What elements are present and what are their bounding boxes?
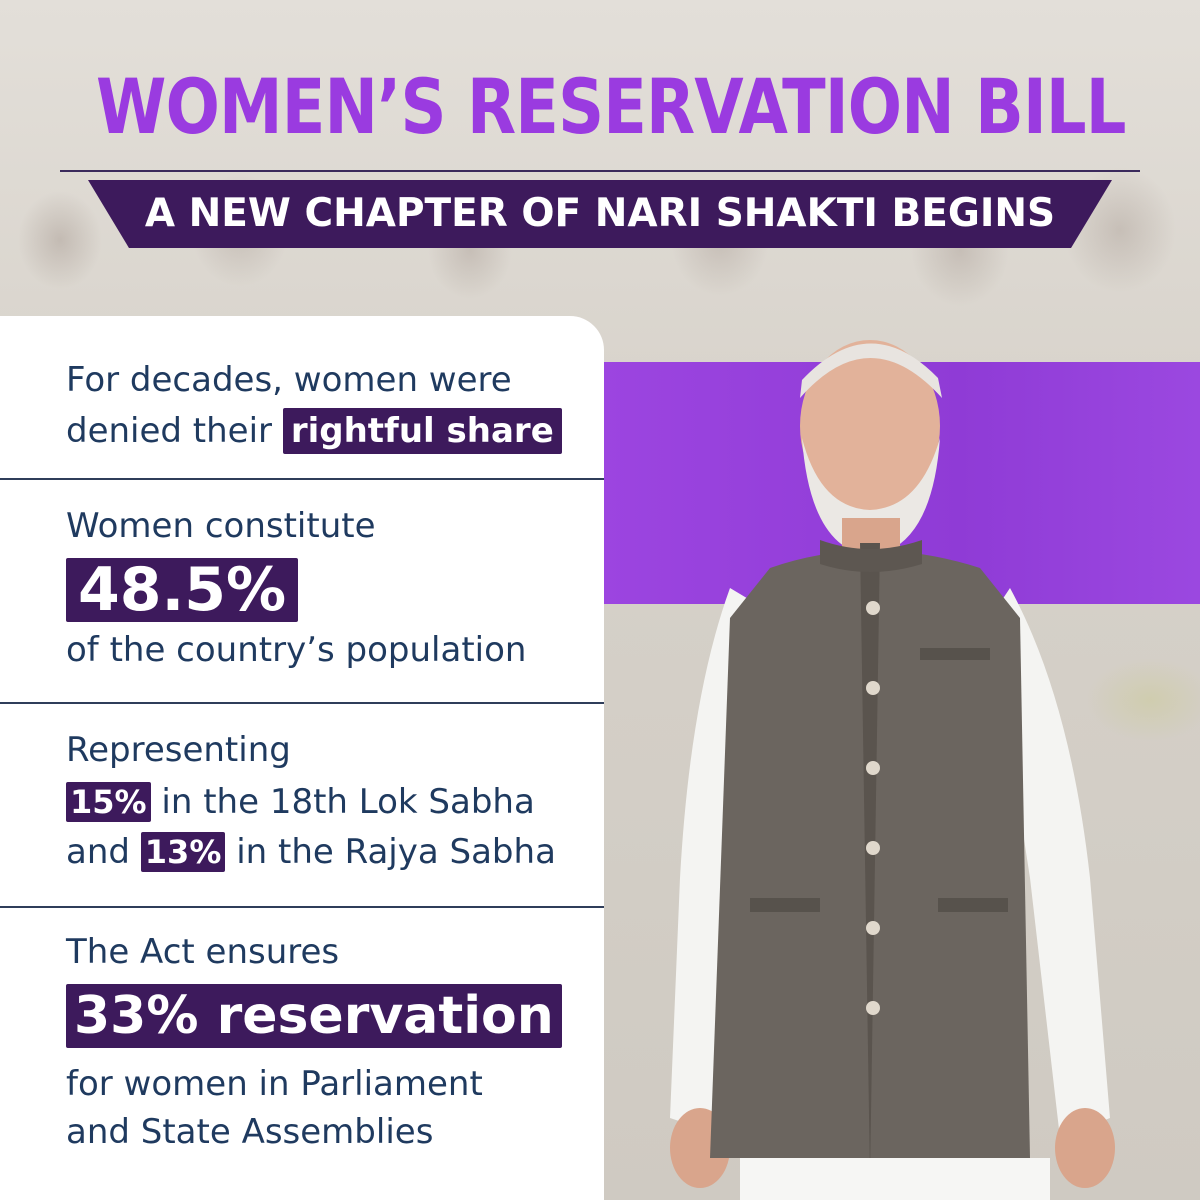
section3-line1: Representing	[66, 730, 291, 770]
section1-highlight: rightful share	[282, 408, 562, 454]
section2-line1: Women constitute	[66, 506, 376, 546]
section-divider	[0, 906, 604, 908]
section3-line3-suffix: in the Rajya Sabha	[236, 832, 556, 872]
lok-sabha-percentage: 15%	[66, 782, 151, 822]
section3-line2-suffix: in the 18th Lok Sabha	[161, 782, 535, 822]
rajya-sabha-percentage: 13%	[140, 832, 226, 872]
subtitle: A NEW CHAPTER OF NARI SHAKTI BEGINS	[144, 191, 1056, 236]
subtitle-banner	[88, 180, 1112, 248]
section3-line2: 15% in the 18th Lok Sabha	[66, 782, 535, 822]
portrait-figure	[670, 340, 1115, 1200]
section-divider	[0, 478, 604, 480]
section2-line3: of the country’s population	[66, 630, 527, 670]
section-divider	[0, 702, 604, 704]
section3-line3-prefix: and	[66, 832, 130, 872]
reservation-percentage: 33% reservation	[66, 984, 562, 1048]
section4-line3: for women in Parliament	[66, 1064, 483, 1104]
info-card	[0, 316, 604, 1200]
title-divider	[60, 170, 1140, 172]
section3-line3: and 13% in the Rajya Sabha	[66, 832, 556, 872]
section4-line1: The Act ensures	[66, 932, 340, 972]
population-percentage: 48.5%	[66, 558, 299, 622]
section1-line1: For decades, women were	[66, 360, 512, 400]
section2-line2: 48.5%	[66, 558, 299, 622]
section4-line2: 33% reservation	[66, 984, 562, 1048]
section4-line4: and State Assemblies	[66, 1112, 434, 1152]
section1-line2-prefix: denied their	[66, 411, 273, 451]
page-title: WOMEN’S RESERVATION BILL	[96, 62, 1126, 151]
section1-line2: denied their rightful share	[66, 408, 562, 454]
